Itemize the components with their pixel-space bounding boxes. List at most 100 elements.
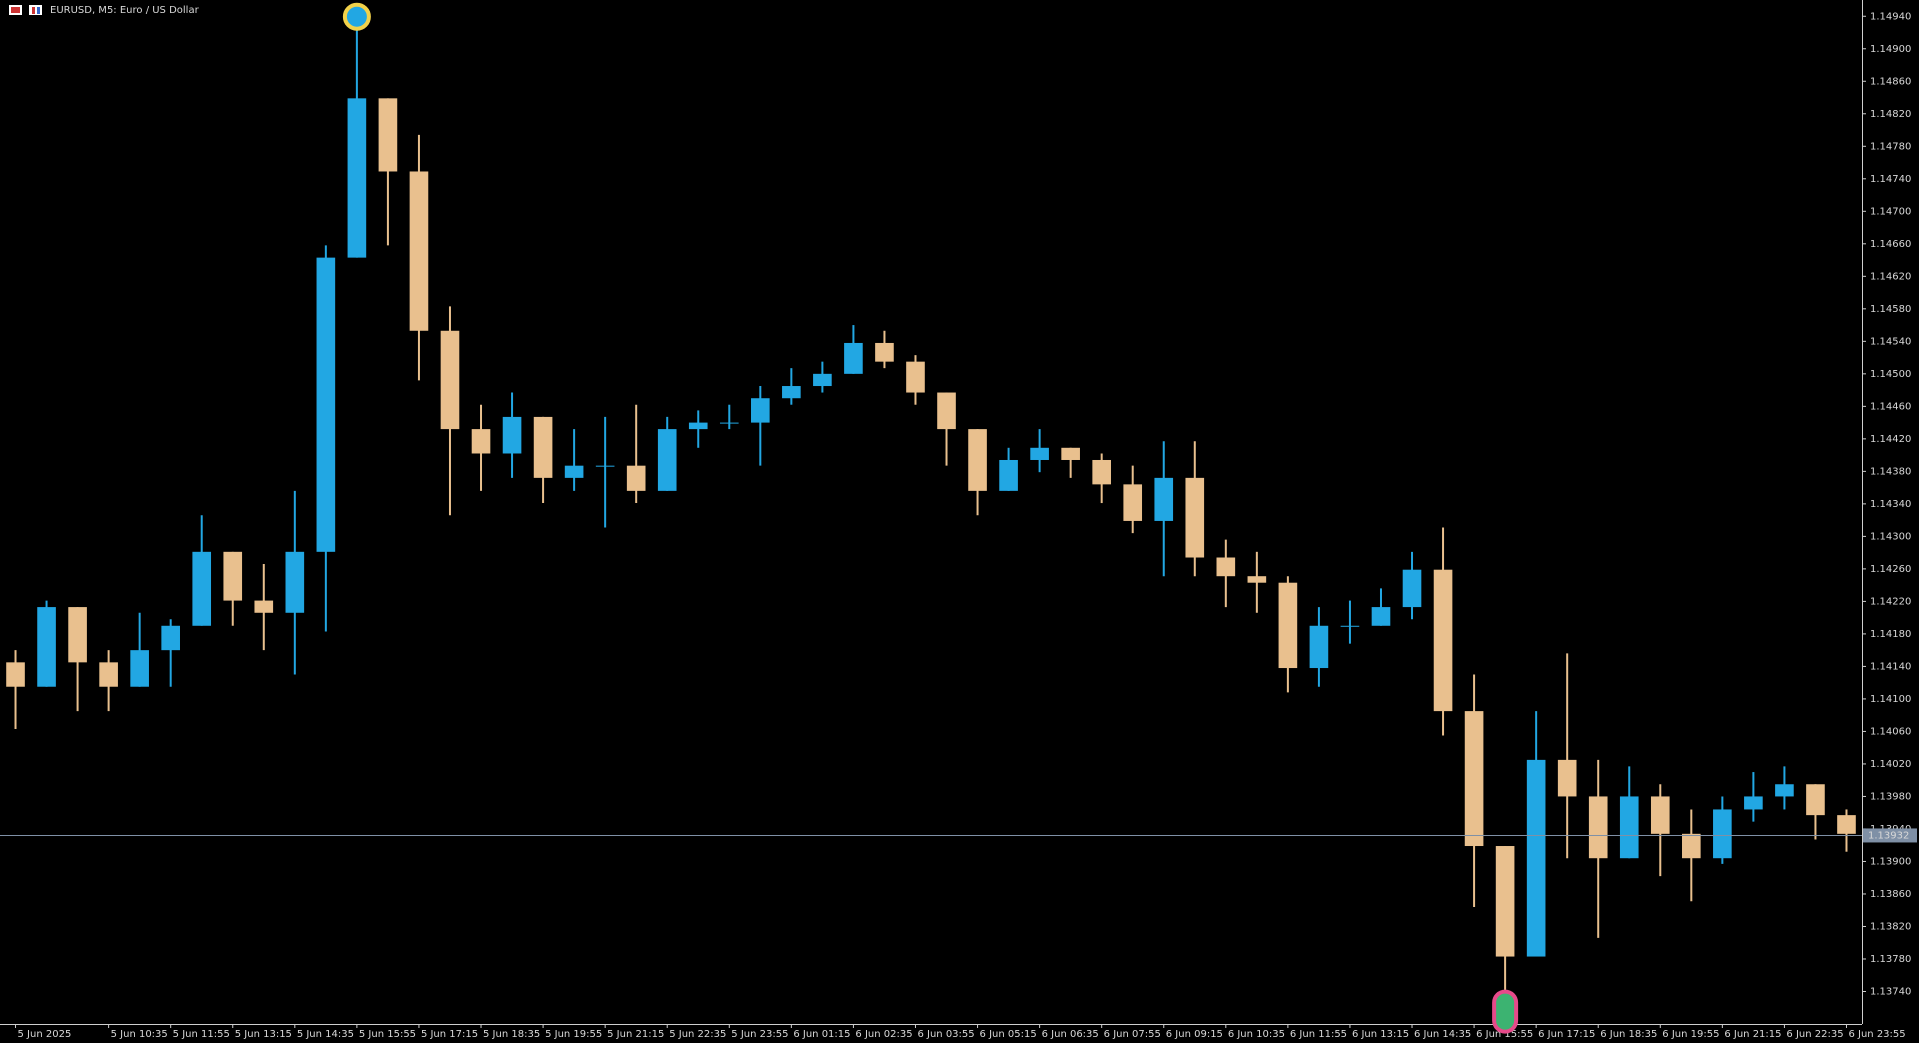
icon [29,5,42,15]
x-tick-label: 5 Jun 14:35 [297,1029,354,1040]
candle-body [1837,815,1856,834]
y-tick-label: 1.14260 [1870,564,1911,575]
candle-body [1775,784,1794,797]
candle-body [875,342,894,362]
x-tick-label: 5 Jun 10:35 [111,1029,168,1040]
candle-body [68,607,87,663]
x-tick-label: 6 Jun 05:15 [980,1029,1037,1040]
x-tick-label: 5 Jun 21:15 [607,1029,664,1040]
candle-body [1713,809,1732,859]
icon [32,7,35,14]
candle-body [130,650,149,687]
y-tick-label: 1.14340 [1870,499,1911,510]
y-tick-label: 1.13860 [1870,889,1911,900]
candle-body [844,342,863,374]
candle-body [1526,759,1546,957]
y-tick-label: 1.14860 [1870,76,1911,87]
x-tick-label: 6 Jun 03:55 [917,1029,974,1040]
candle-body [564,465,584,478]
candle-body [471,429,491,454]
candle-body [1092,459,1111,485]
x-tick-label: 5 Jun 22:35 [669,1029,726,1040]
x-tick-label: 6 Jun 01:15 [793,1029,850,1040]
candle-body [968,429,987,491]
candle-body [161,625,180,651]
y-tick-label: 1.14700 [1870,206,1911,217]
candle-body [6,662,25,687]
candle-body [378,98,398,172]
candle-body [1185,477,1205,558]
x-tick-label: 6 Jun 11:55 [1290,1029,1347,1040]
x-tick-label: 6 Jun 13:15 [1352,1029,1409,1040]
x-tick-label: 5 Jun 13:15 [235,1029,292,1040]
x-tick-label: 5 Jun 23:55 [731,1029,788,1040]
candle-body [626,465,646,491]
candle-body [37,607,56,687]
candle-body [1744,796,1763,810]
candle-body [1619,796,1639,859]
candle-body [1682,833,1701,859]
last-price-box [1863,828,1917,843]
last-price-label: 1.13932 [1868,830,1909,841]
candle-body [657,429,677,491]
y-tick-label: 1.14420 [1870,434,1911,445]
candle-body [813,373,832,387]
icon [37,7,40,14]
y-tick-label: 1.13900 [1870,856,1911,867]
y-tick-label: 1.14020 [1870,759,1911,770]
x-tick-label: 5 Jun 18:35 [483,1029,540,1040]
candle-body [1557,759,1577,797]
y-tick-label: 1.14580 [1870,304,1911,315]
candle-body [502,416,522,454]
candle-body [1588,796,1608,859]
y-tick-label: 1.14220 [1870,596,1911,607]
y-tick-label: 1.14940 [1870,11,1911,22]
candle-body [1278,582,1298,669]
y-tick-label: 1.13980 [1870,791,1911,802]
candle-body [254,600,274,613]
y-tick-label: 1.13820 [1870,921,1911,932]
x-tick-label: 6 Jun 22:35 [1786,1029,1843,1040]
candle-body [347,98,367,258]
icon [11,7,20,13]
y-tick-label: 1.14660 [1870,239,1911,250]
candle-body [99,662,118,687]
low-marker [1492,989,1519,1034]
x-tick-label: 6 Jun 07:55 [1104,1029,1161,1040]
y-tick-label: 1.14180 [1870,629,1911,640]
candle-body [751,398,770,423]
candle-body [192,551,212,626]
candle-body [1061,447,1080,460]
y-tick-label: 1.14140 [1870,661,1911,672]
y-tick-label: 1.14540 [1870,336,1911,347]
y-tick-label: 1.14820 [1870,109,1911,120]
candle-body [1433,569,1453,712]
x-tick-label: 5 Jun 11:55 [173,1029,230,1040]
x-tick-label: 6 Jun 21:15 [1724,1029,1781,1040]
y-tick-label: 1.14060 [1870,726,1911,737]
x-tick-label: 6 Jun 09:15 [1166,1029,1223,1040]
x-tick-label: 5 Jun 17:15 [421,1029,478,1040]
y-tick-label: 1.13780 [1870,954,1911,965]
y-tick-label: 1.14100 [1870,694,1911,705]
candle-body [906,361,925,393]
candle-body [316,257,336,552]
candle-body [1495,846,1515,957]
x-tick-label: 5 Jun 19:55 [545,1029,602,1040]
candle-body [1123,484,1143,521]
y-tick-label: 1.14300 [1870,531,1911,542]
x-tick-label: 6 Jun 14:35 [1414,1029,1471,1040]
x-tick-label: 6 Jun 02:35 [855,1029,912,1040]
x-tick-label: 6 Jun 10:35 [1228,1029,1285,1040]
candle-body [1464,711,1484,847]
candle-body [1402,569,1422,608]
y-tick-label: 1.14780 [1870,141,1911,152]
candle-body [1216,557,1236,577]
y-tick-label: 1.14900 [1870,44,1911,55]
x-tick-label: 6 Jun 23:55 [1848,1029,1905,1040]
candle-body [688,422,708,430]
x-tick-label: 6 Jun 17:15 [1538,1029,1595,1040]
